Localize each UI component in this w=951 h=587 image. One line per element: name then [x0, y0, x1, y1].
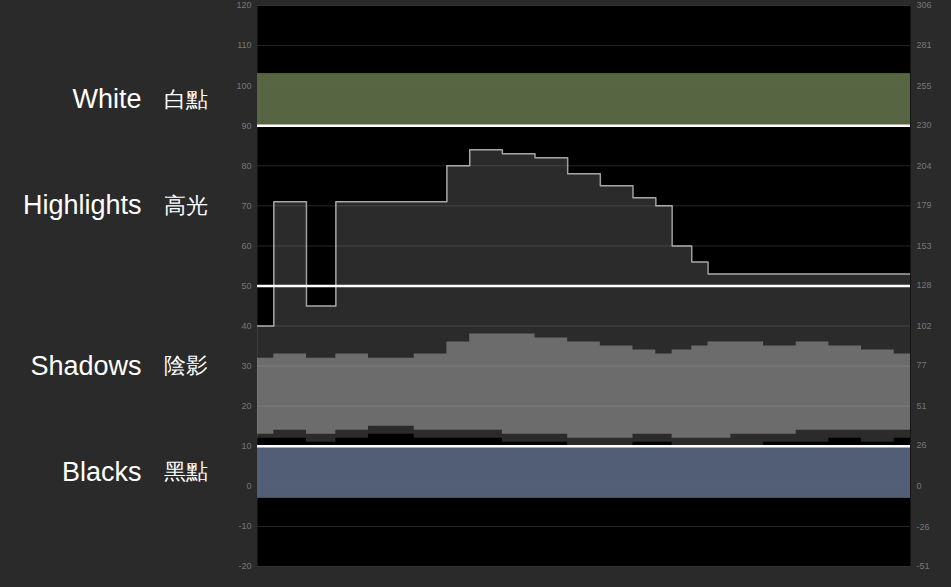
svg-text:-51: -51: [917, 561, 930, 571]
svg-text:90: 90: [241, 121, 251, 131]
svg-text:120: 120: [236, 0, 251, 10]
svg-text:255: 255: [917, 81, 932, 91]
svg-text:高光: 高光: [164, 193, 208, 218]
svg-text:179: 179: [917, 200, 932, 210]
svg-text:40: 40: [241, 321, 251, 331]
svg-text:黑點: 黑點: [164, 459, 208, 484]
svg-text:陰影: 陰影: [164, 353, 208, 378]
svg-text:306: 306: [917, 0, 932, 10]
svg-text:Shadows: Shadows: [30, 351, 141, 381]
svg-text:20: 20: [241, 401, 251, 411]
svg-text:白點: 白點: [164, 87, 208, 112]
svg-text:0: 0: [917, 481, 922, 491]
svg-text:153: 153: [917, 241, 932, 251]
svg-text:-10: -10: [238, 521, 251, 531]
svg-text:70: 70: [241, 201, 251, 211]
svg-text:51: 51: [917, 401, 927, 411]
svg-text:Highlights: Highlights: [23, 190, 142, 220]
svg-text:26: 26: [917, 440, 927, 450]
svg-text:204: 204: [917, 161, 932, 171]
svg-text:White: White: [72, 84, 141, 114]
svg-text:60: 60: [241, 241, 251, 251]
svg-text:281: 281: [917, 40, 932, 50]
svg-text:77: 77: [917, 360, 927, 370]
svg-text:0: 0: [246, 481, 251, 491]
svg-text:10: 10: [241, 441, 251, 451]
svg-text:-26: -26: [917, 522, 930, 532]
svg-text:102: 102: [917, 321, 932, 331]
svg-text:100: 100: [236, 81, 251, 91]
svg-text:50: 50: [241, 281, 251, 291]
svg-text:110: 110: [237, 40, 251, 50]
svg-text:30: 30: [241, 361, 251, 371]
svg-text:Blacks: Blacks: [62, 457, 142, 487]
svg-text:128: 128: [917, 280, 932, 290]
svg-text:-20: -20: [238, 561, 251, 571]
svg-text:80: 80: [241, 161, 251, 171]
svg-text:230: 230: [917, 120, 932, 130]
